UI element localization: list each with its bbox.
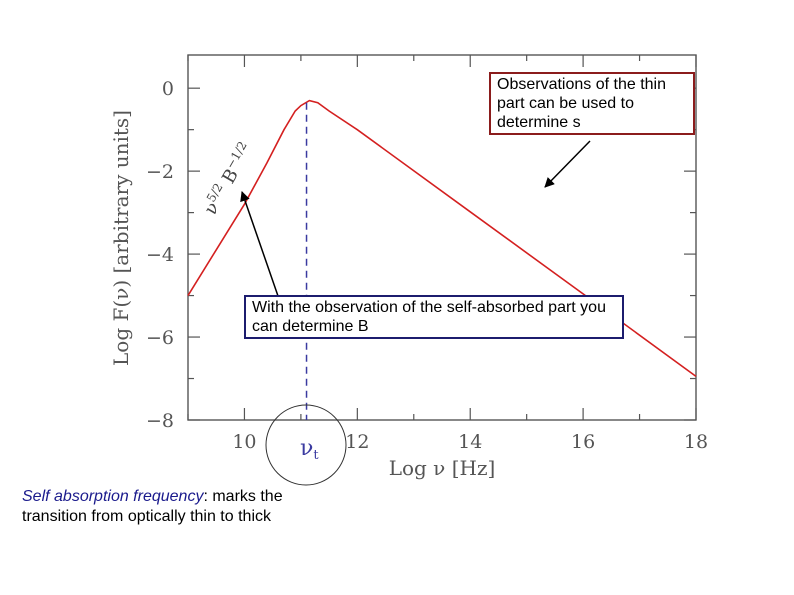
y-axis-label: Log F(ν) [arbitrary units] [109,110,133,366]
y-tick-label: −6 [146,327,174,349]
nu-t-label: νt [300,436,319,463]
self-absorption-caption: Self absorption frequency: marks the tra… [22,487,342,527]
y-tick-label: 0 [162,78,174,100]
self-absorbed-callout: With the observation of the self-absorbe… [244,295,624,339]
curve-label: ν5/2 B−1/2 [198,139,257,219]
x-axis-label: Log ν [Hz] [389,456,496,480]
plot-frame [187,54,697,421]
y-tick-label: −4 [146,244,174,266]
caption-term: Self absorption frequency [22,488,204,505]
caption-text: : marks the transition from optically th… [22,488,283,525]
x-tick-label: 10 [232,431,256,453]
x-tick-label: 18 [684,431,708,453]
y-tick-label: −8 [146,410,174,432]
x-tick-label: 12 [345,431,369,453]
thin-part-callout: Observations of the thin part can be use… [489,72,695,135]
tick-labels: 10 12 14 16 18 0 −2 −4 −6 −8 [146,78,708,453]
arrow-thin-part [544,140,591,188]
x-tick-label: 16 [571,431,595,453]
y-tick-label: −2 [146,161,174,183]
arrow-self-absorbed [240,191,279,297]
x-tick-label: 14 [458,431,482,453]
nu-t-highlight-circle [265,404,347,486]
